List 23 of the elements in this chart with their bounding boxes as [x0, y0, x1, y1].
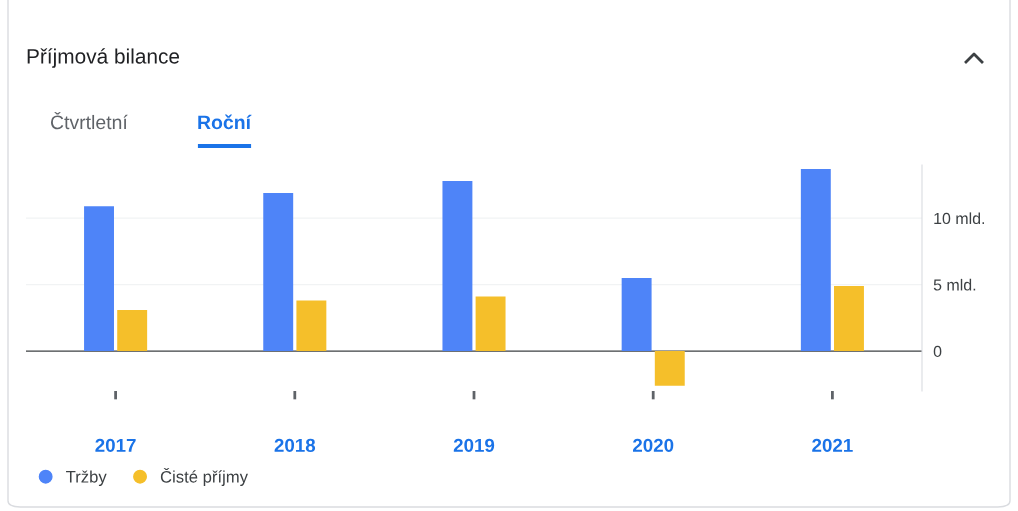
x-tick-label: 2019 [453, 438, 495, 452]
bar [621, 278, 652, 352]
legend-label: Čisté příjmy [160, 467, 248, 486]
bar [84, 206, 114, 352]
text: Čtvrtletní [50, 112, 128, 130]
legend-label: Tržby [66, 470, 107, 486]
text: Roční [198, 114, 252, 130]
chart-title: Příjmová bilance [27, 48, 180, 68]
bar [296, 300, 327, 352]
x-tick-label: 2017 [95, 438, 136, 452]
y-tick-label: 10 mld. [934, 212, 985, 225]
x-tick-label: 2020 [633, 438, 674, 452]
bar [475, 296, 506, 352]
bar [800, 168, 831, 352]
bar [834, 285, 864, 352]
bar [117, 309, 148, 352]
x-tick-label: 2021 [812, 438, 853, 452]
bar [442, 180, 473, 352]
y-tick-label: 5 mld. [933, 278, 976, 291]
x-tick-label: 2018 [274, 438, 316, 452]
y-tick-label: 0 [933, 345, 942, 358]
bar [654, 351, 685, 386]
bar [263, 192, 294, 352]
